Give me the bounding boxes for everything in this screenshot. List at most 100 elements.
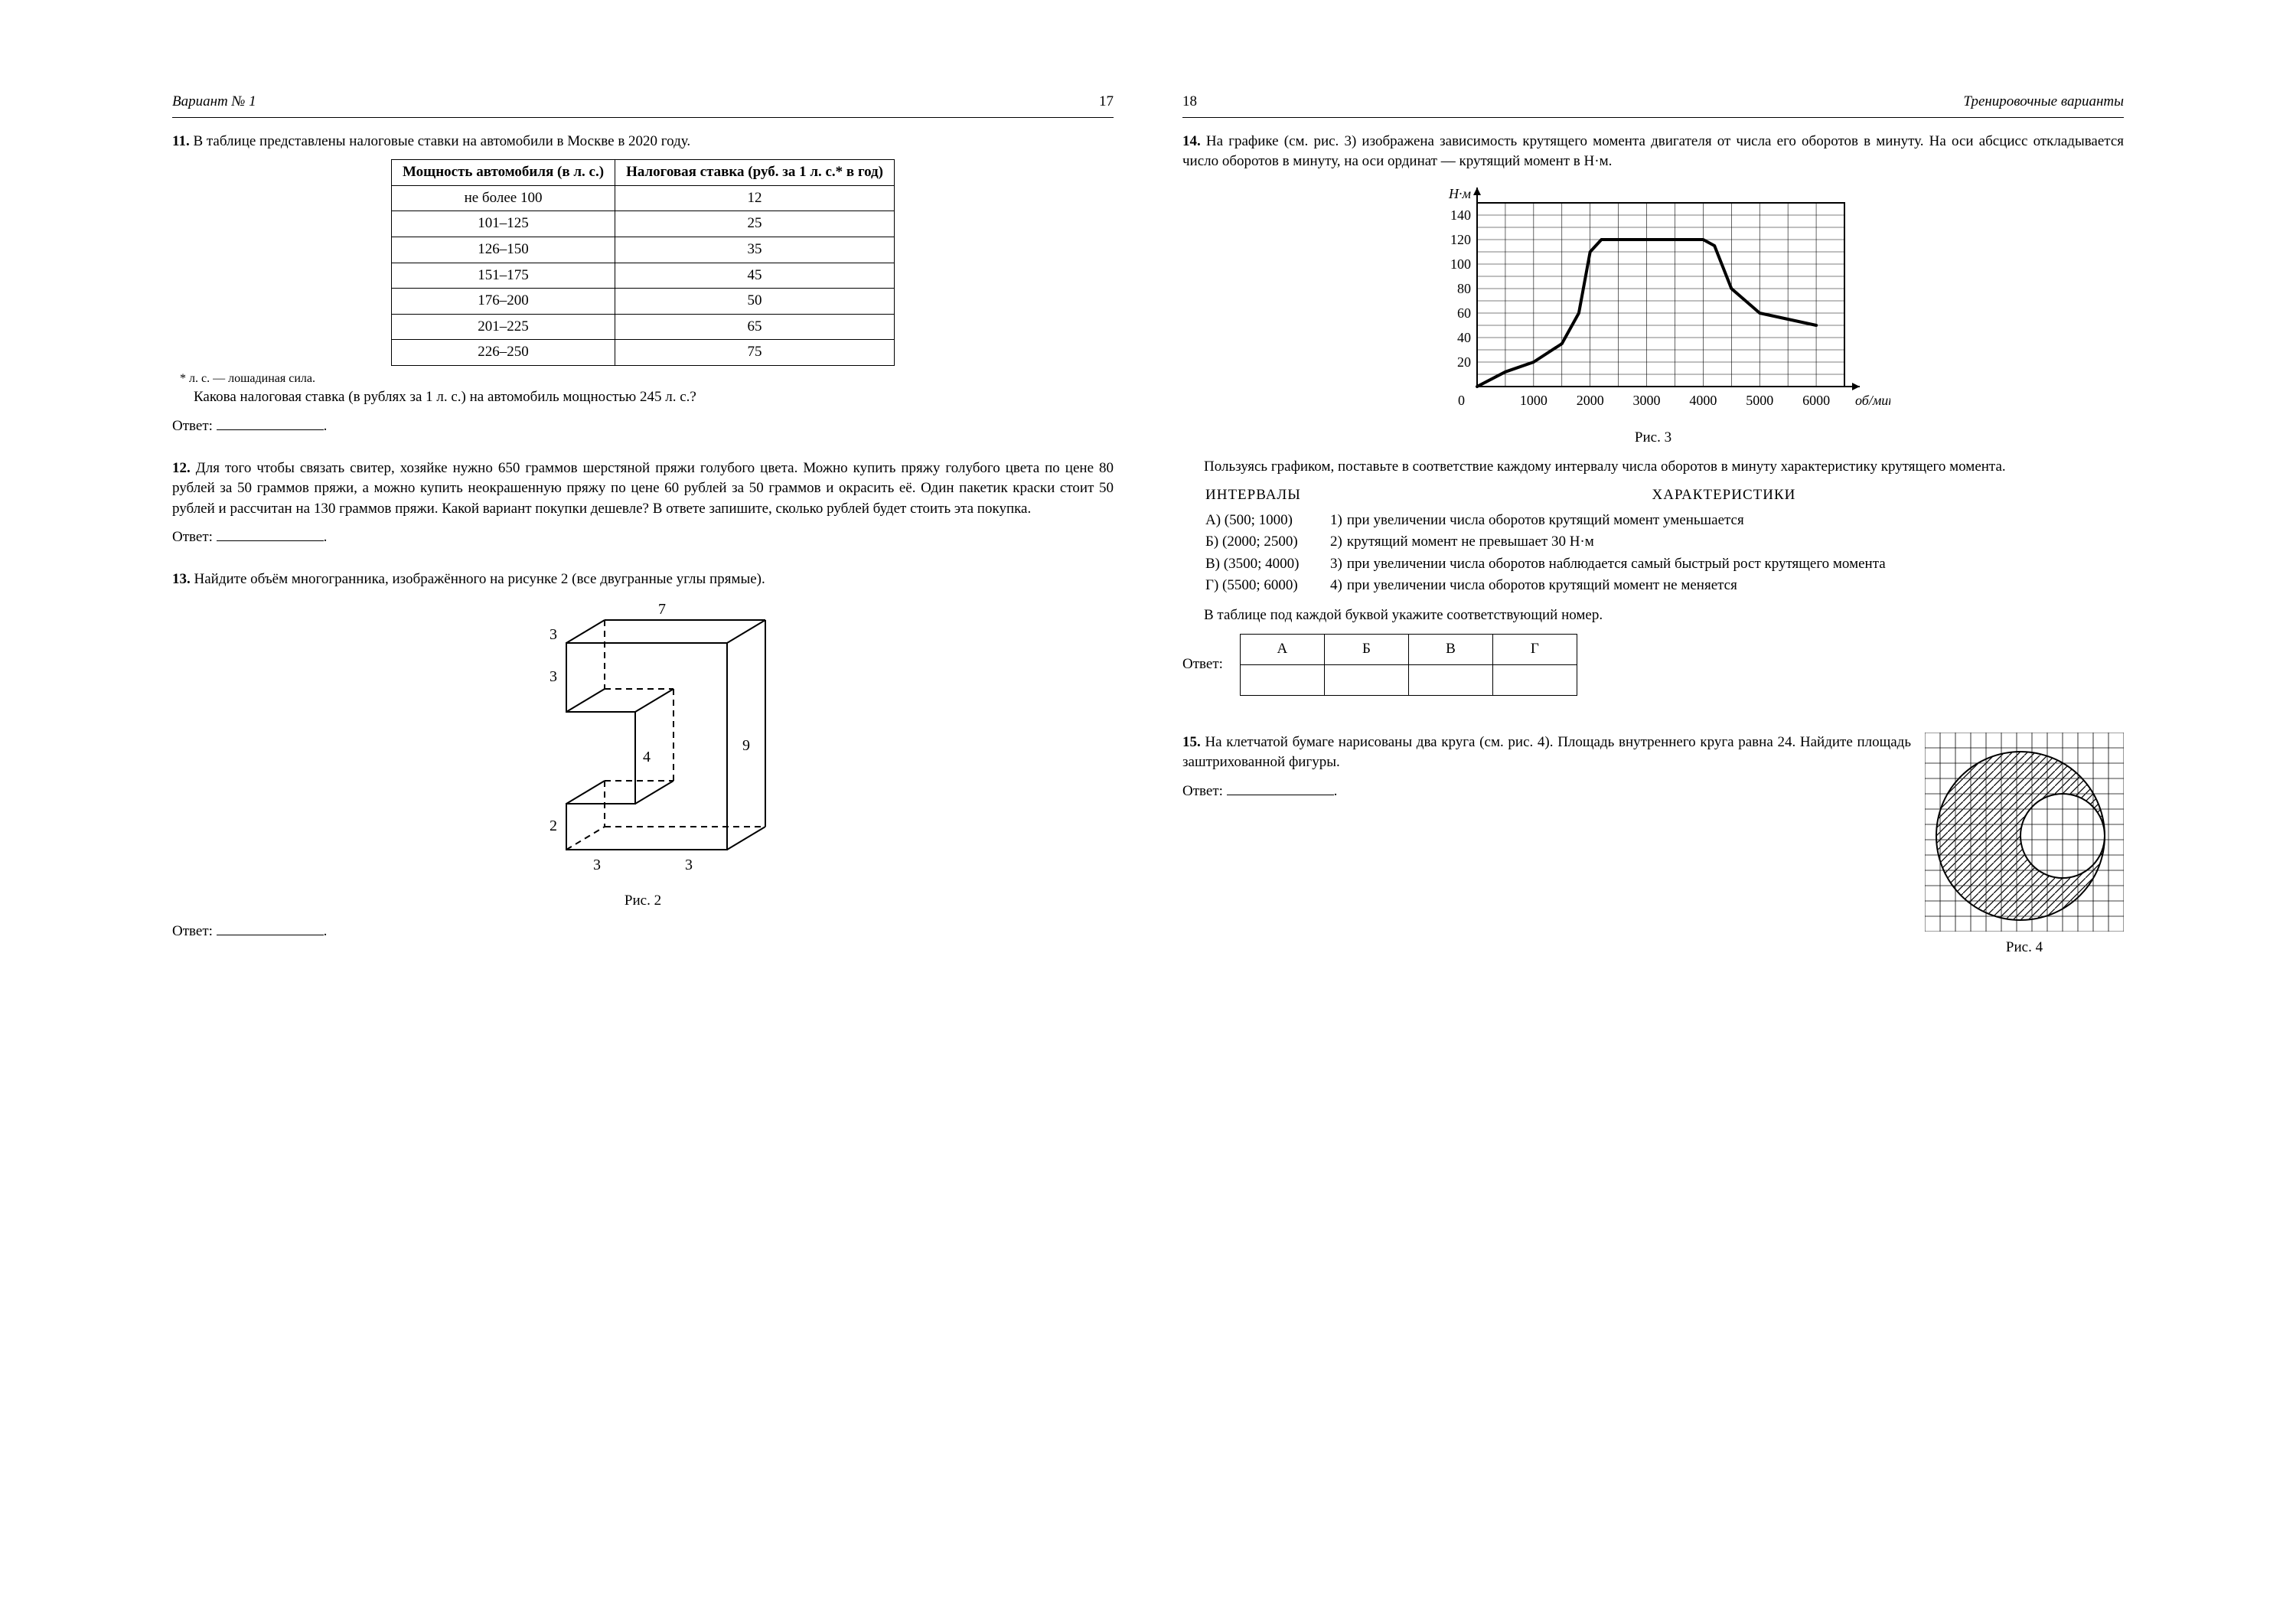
page-header-right: 18 Тренировочные варианты xyxy=(1182,92,2124,118)
svg-text:20: 20 xyxy=(1457,354,1471,370)
table-row: не более 10012 xyxy=(391,185,894,211)
char-row: 2)крутящий момент не превышает 30 Н·м xyxy=(1324,532,2124,553)
q14-caption: Рис. 3 xyxy=(1182,428,2124,449)
q13-answer: Ответ: . xyxy=(172,921,1114,942)
grid-header: А xyxy=(1240,634,1324,664)
svg-text:3: 3 xyxy=(685,857,693,873)
circles-svg xyxy=(1925,733,2124,932)
grid-cell xyxy=(1240,664,1324,695)
q14-num: 14. xyxy=(1182,133,1201,149)
grid-cell xyxy=(1492,664,1577,695)
q15-caption: Рис. 4 xyxy=(1925,938,2124,958)
q15-num: 15. xyxy=(1182,734,1201,750)
q15-body: На клетчатой бумаге нарисованы два круга… xyxy=(1182,734,1911,771)
q11-intro-text: В таблице представлены налоговые ставки … xyxy=(193,133,690,149)
grid-header: Г xyxy=(1492,634,1577,664)
table-row: 176–20050 xyxy=(391,289,894,315)
q14-table-instr: В таблице под каждой буквой укажите соот… xyxy=(1182,605,2124,626)
svg-text:4000: 4000 xyxy=(1689,393,1717,408)
header-variant: Вариант № 1 xyxy=(172,92,256,113)
intervals-column: ИНТЕРВАЛЫ А) (500; 1000) Б) (2000; 2500)… xyxy=(1205,485,1301,598)
grid-cell xyxy=(1408,664,1492,695)
question-12: 12. Для того чтобы связать свитер, хозяй… xyxy=(172,459,1114,559)
header-title: Тренировочные варианты xyxy=(1963,92,2124,113)
q14-intro: 14. На графике (см. рис. 3) изображена з… xyxy=(1182,132,2124,172)
svg-text:4: 4 xyxy=(643,749,651,765)
svg-text:1000: 1000 xyxy=(1520,393,1548,408)
q15-figure: Рис. 4 xyxy=(1925,733,2124,968)
q11-num: 11. xyxy=(172,133,190,149)
svg-text:9: 9 xyxy=(742,737,750,754)
question-11: 11. В таблице представлены налоговые ста… xyxy=(172,132,1114,448)
char-row: 3)при увеличении числа оборотов наблюдае… xyxy=(1324,554,2124,575)
q14-match-block: ИНТЕРВАЛЫ А) (500; 1000) Б) (2000; 2500)… xyxy=(1182,485,2124,598)
grid-header: В xyxy=(1408,634,1492,664)
page-spread: Вариант № 1 17 11. В таблице представлен… xyxy=(0,0,2296,1622)
answer-blank xyxy=(1227,781,1334,795)
char-row: 1)при увеличении числа оборотов крутящий… xyxy=(1324,511,2124,531)
svg-text:100: 100 xyxy=(1450,256,1471,272)
svg-text:120: 120 xyxy=(1450,232,1471,247)
chars-column: ХАРАКТЕРИСТИКИ 1)при увеличении числа об… xyxy=(1324,485,2124,598)
page-left: Вариант № 1 17 11. В таблице представлен… xyxy=(138,92,1148,1530)
svg-text:2: 2 xyxy=(550,818,557,834)
polyhedron-svg: 7 3 9 4 2 3 3 3 xyxy=(490,597,796,888)
q11-intro: 11. В таблице представлены налоговые ста… xyxy=(172,132,1114,152)
q14-intro-text: На графике (см. рис. 3) изображена завис… xyxy=(1182,133,2124,170)
q11-th2: Налоговая ставка (руб. за 1 л. с.* в год… xyxy=(615,160,895,186)
interval-row: Б) (2000; 2500) xyxy=(1205,532,1301,553)
svg-text:7: 7 xyxy=(658,601,666,618)
svg-text:Н·м: Н·м xyxy=(1448,186,1471,201)
char-row: 4)при увеличении числа оборотов крутящий… xyxy=(1324,576,2124,596)
svg-text:3: 3 xyxy=(593,857,601,873)
svg-text:3000: 3000 xyxy=(1633,393,1661,408)
q13-num: 13. xyxy=(172,571,191,587)
q12-text: 12. Для того чтобы связать свитер, хозяй… xyxy=(172,459,1114,520)
chars-head: ХАРАКТЕРИСТИКИ xyxy=(1324,485,2124,506)
svg-text:0: 0 xyxy=(1458,393,1465,408)
q15-answer: Ответ: . xyxy=(1182,781,1911,802)
answer-blank xyxy=(217,921,324,935)
interval-row: А) (500; 1000) xyxy=(1205,511,1301,531)
question-14: 14. На графике (см. рис. 3) изображена з… xyxy=(1182,132,2124,707)
q12-answer: Ответ: . xyxy=(172,527,1114,548)
q14-answer: Ответ: А Б В Г xyxy=(1182,634,2124,696)
table-row: 201–22565 xyxy=(391,314,894,340)
question-15: 15. На клетчатой бумаге нарисованы два к… xyxy=(1182,733,2124,968)
answer-grid: А Б В Г xyxy=(1240,634,1577,696)
svg-text:6000: 6000 xyxy=(1802,393,1830,408)
table-row: 151–17545 xyxy=(391,263,894,289)
answer-blank xyxy=(217,416,324,430)
svg-text:140: 140 xyxy=(1450,207,1471,223)
q11-tax-table: Мощность автомобиля (в л. с.) Налоговая … xyxy=(391,159,895,366)
q12-body: Для того чтобы связать свитер, хозяйке н… xyxy=(172,460,1114,517)
question-13: 13. Найдите объём многогранника, изображ… xyxy=(172,569,1114,953)
q13-body: Найдите объём многогранника, изображённо… xyxy=(194,571,765,587)
q12-num: 12. xyxy=(172,460,191,476)
q14-after: Пользуясь графиком, поставьте в соответс… xyxy=(1182,457,2124,478)
q15-left: 15. На клетчатой бумаге нарисованы два к… xyxy=(1182,733,1911,813)
svg-text:3: 3 xyxy=(550,626,557,643)
svg-text:60: 60 xyxy=(1457,305,1471,321)
grid-cell xyxy=(1324,664,1408,695)
q13-text: 13. Найдите объём многогранника, изображ… xyxy=(172,569,1114,590)
q13-figure: 7 3 9 4 2 3 3 3 xyxy=(172,597,1114,888)
q15-text: 15. На клетчатой бумаге нарисованы два к… xyxy=(1182,733,1911,773)
svg-text:40: 40 xyxy=(1457,330,1471,345)
table-row: 126–15035 xyxy=(391,237,894,263)
svg-text:3: 3 xyxy=(550,668,557,685)
header-page-num: 18 xyxy=(1182,92,1197,113)
q11-question: Какова налоговая ставка (в рублях за 1 л… xyxy=(172,387,1114,408)
intervals-head: ИНТЕРВАЛЫ xyxy=(1205,485,1301,506)
interval-row: В) (3500; 4000) xyxy=(1205,554,1301,575)
header-page-num: 17 xyxy=(1099,92,1114,113)
interval-row: Г) (5500; 6000) xyxy=(1205,576,1301,596)
svg-text:80: 80 xyxy=(1457,281,1471,296)
svg-text:5000: 5000 xyxy=(1746,393,1773,408)
grid-header: Б xyxy=(1324,634,1408,664)
q11-answer: Ответ: . xyxy=(172,416,1114,437)
q11-th1: Мощность автомобиля (в л. с.) xyxy=(391,160,615,186)
answer-blank xyxy=(217,527,324,541)
page-right: 18 Тренировочные варианты 14. На графике… xyxy=(1148,92,2158,1530)
q14-chart: 2040608010012014010002000300040005000600… xyxy=(1182,180,2124,425)
